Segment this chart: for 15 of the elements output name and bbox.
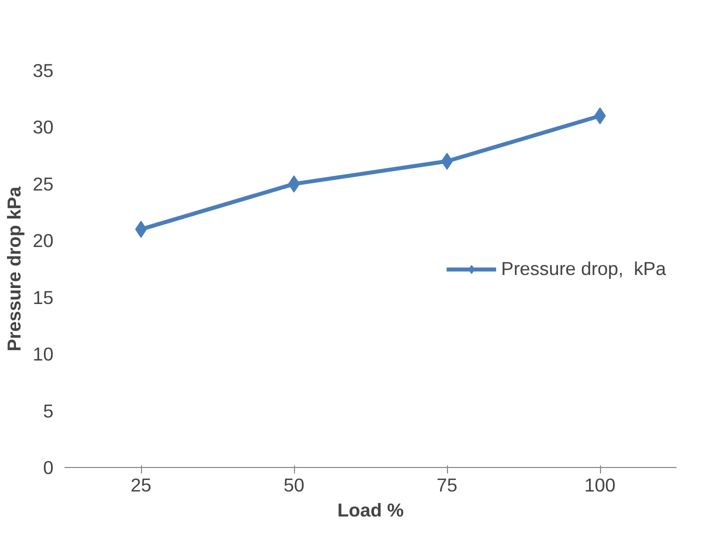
y-tick-label: 15 xyxy=(32,286,54,308)
y-tick-label: 35 xyxy=(32,60,54,81)
y-tick-label: 0 xyxy=(43,457,54,478)
x-tick-label: 50 xyxy=(284,474,304,496)
y-tick-label: 30 xyxy=(32,116,54,138)
y-tick-label: 20 xyxy=(32,230,54,252)
x-tick-label: 25 xyxy=(130,474,152,496)
y-tick-label: 25 xyxy=(32,173,54,194)
x-tick-label: 75 xyxy=(436,474,458,496)
x-tick-label: 100 xyxy=(584,474,616,496)
y-tick-label: 5 xyxy=(43,400,54,422)
x-axis-title: Load % xyxy=(337,500,404,520)
legend-label: Pressure drop, kPa xyxy=(501,258,666,280)
y-axis-title: Pressure drop kPa xyxy=(4,186,25,352)
y-tick-label: 10 xyxy=(32,344,54,365)
